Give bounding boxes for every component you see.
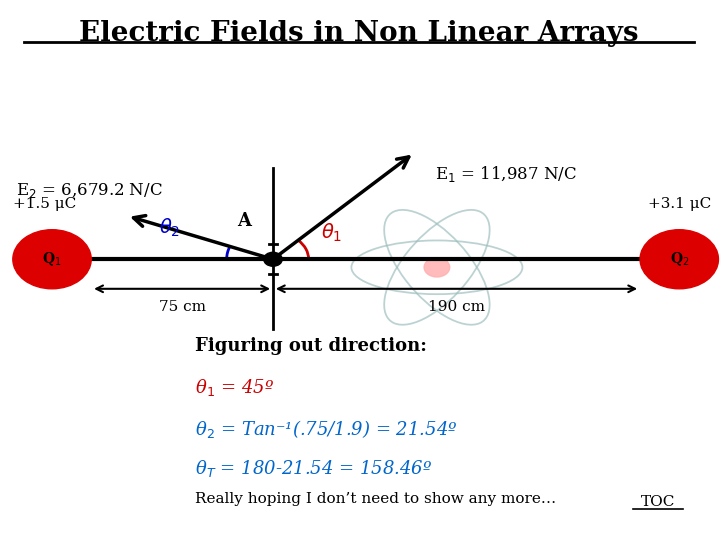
- Text: θ$_2$ = Tan⁻¹(.75/1.9) = 21.54º: θ$_2$ = Tan⁻¹(.75/1.9) = 21.54º: [194, 418, 457, 440]
- Text: Electric Fields in Non Linear Arrays: Electric Fields in Non Linear Arrays: [78, 20, 638, 47]
- Circle shape: [13, 230, 91, 289]
- Text: TOC: TOC: [641, 495, 675, 509]
- Circle shape: [264, 252, 282, 266]
- Text: $\theta_1$: $\theta_1$: [321, 222, 343, 244]
- Text: θ$_T$ = 180-21.54 = 158.46º: θ$_T$ = 180-21.54 = 158.46º: [194, 458, 432, 479]
- Text: Q$_1$: Q$_1$: [42, 251, 62, 268]
- Text: A: A: [238, 212, 251, 230]
- Text: 190 cm: 190 cm: [428, 300, 485, 314]
- Text: Q$_2$: Q$_2$: [670, 251, 689, 268]
- Text: +3.1 μC: +3.1 μC: [647, 197, 711, 211]
- Text: E$_2$ = 6,679.2 N/C: E$_2$ = 6,679.2 N/C: [17, 181, 163, 200]
- Text: E$_1$ = 11,987 N/C: E$_1$ = 11,987 N/C: [436, 164, 577, 184]
- Text: +1.5 μC: +1.5 μC: [13, 197, 76, 211]
- Text: Figuring out direction:: Figuring out direction:: [194, 337, 426, 355]
- Text: $\theta_2$: $\theta_2$: [159, 217, 180, 239]
- Text: Really hoping I don’t need to show any more…: Really hoping I don’t need to show any m…: [194, 492, 556, 507]
- Text: θ$_1$ = 45º: θ$_1$ = 45º: [194, 377, 274, 399]
- Circle shape: [424, 258, 450, 277]
- Circle shape: [640, 230, 719, 289]
- Text: 75 cm: 75 cm: [158, 300, 206, 314]
